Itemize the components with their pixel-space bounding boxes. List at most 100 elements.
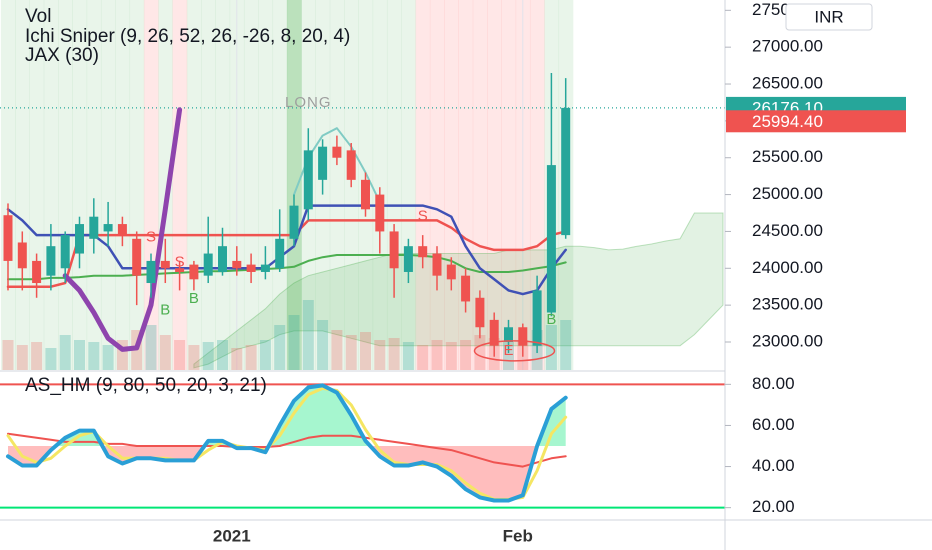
- candle-body: [175, 268, 185, 272]
- candle-body: [403, 246, 413, 272]
- y-tick-label: 24000.00: [752, 258, 823, 277]
- indicator-line: [62, 107, 183, 352]
- volume-bar: [159, 335, 171, 370]
- signal-zone: [529, 0, 545, 370]
- x-tick-label: 2021: [213, 526, 251, 545]
- signal-zone: [472, 0, 488, 370]
- candle-body: [318, 146, 328, 180]
- volume-bar: [288, 315, 300, 370]
- candle-body: [32, 260, 42, 284]
- volume-bar: [560, 320, 572, 370]
- signal-zone: [501, 0, 517, 370]
- candle-body: [218, 246, 227, 272]
- legend-title: JAX (30): [25, 45, 99, 66]
- signal-zone: [243, 0, 259, 370]
- volume-bar: [202, 342, 214, 370]
- signal-zone: [115, 0, 131, 370]
- candle-body: [346, 150, 356, 180]
- volume-bar: [474, 335, 486, 370]
- x-tick-label: Feb: [503, 526, 533, 545]
- fill-below: [8, 446, 566, 501]
- volume-bar: [402, 342, 414, 370]
- currency-button[interactable]: [785, 3, 873, 31]
- signal-zone: [186, 0, 202, 370]
- signal-zone: [0, 0, 16, 370]
- volume-bar: [374, 340, 386, 370]
- candle-body: [3, 215, 13, 261]
- candle-body: [146, 260, 156, 284]
- candle-body: [17, 242, 27, 269]
- candle-body: [117, 224, 127, 236]
- volume-bar: [460, 340, 472, 370]
- y-tick-label: 26500.00: [752, 74, 823, 93]
- indicator-line: [6, 204, 567, 296]
- candle-body: [418, 246, 428, 258]
- signal-zone: [172, 0, 188, 370]
- annotation: S: [175, 253, 185, 270]
- signal-zone: [158, 0, 173, 370]
- y-tick-label: 23500.00: [752, 295, 823, 314]
- signal-zone: [372, 0, 388, 370]
- y-tick-label: 20.00: [752, 497, 795, 516]
- y-tick-label: 40.00: [752, 456, 795, 475]
- signal-zone: [258, 0, 274, 370]
- signal-zone: [272, 0, 288, 370]
- oscillator-line: [6, 386, 568, 501]
- ichimoku-cloud: [193, 212, 724, 369]
- candle-body: [203, 253, 213, 276]
- annotation: B: [189, 290, 199, 307]
- y-tick-label: 60.00: [752, 415, 795, 434]
- indicator-line: [6, 219, 567, 288]
- signal-zone: [401, 0, 417, 370]
- axes: 23000.00 23500.00 24000.00 24500.00 25000.00…: [213, 0, 906, 545]
- volume-bar: [245, 345, 257, 370]
- annotation: S: [418, 208, 428, 225]
- candle-body: [518, 327, 528, 346]
- volume-bar: [231, 348, 243, 370]
- volume-bar: [345, 335, 357, 370]
- y-tick-label: 23000.00: [752, 331, 823, 350]
- candle-body: [246, 264, 256, 272]
- price-label: 25994.40: [752, 112, 823, 131]
- candle-body: [89, 216, 99, 239]
- volume-bar: [431, 340, 443, 370]
- volume-bar: [145, 325, 157, 370]
- y-tick-label: 25000.00: [752, 184, 823, 203]
- annotation: S: [146, 228, 156, 245]
- volume-bar: [74, 340, 85, 370]
- main-plot: LONG S S S B B B E: [0, 72, 725, 370]
- volume-bar: [217, 340, 228, 370]
- y-tick-label: 24500.00: [752, 221, 823, 240]
- candle-body: [189, 264, 199, 280]
- candle-body: [489, 319, 499, 346]
- volume-bar: [360, 332, 371, 370]
- signal-zone: [215, 0, 231, 370]
- volume-bar: [16, 345, 28, 370]
- candle-body: [561, 107, 571, 236]
- y-tick-label: 27000.00: [752, 37, 823, 56]
- candle-body: [60, 235, 70, 269]
- candle-body: [361, 179, 370, 210]
- annotation: LONG: [285, 94, 332, 111]
- y-tick-label: 80.00: [752, 374, 795, 393]
- signal-zone: [201, 0, 216, 370]
- candle-body: [504, 327, 513, 342]
- currency-label[interactable]: INR: [814, 7, 843, 26]
- volume-bar: [45, 348, 57, 370]
- volume-bar: [102, 345, 114, 370]
- signal-zone: [100, 0, 116, 370]
- volume-bar: [59, 335, 71, 370]
- volume-bar: [31, 342, 43, 370]
- candle-body: [303, 150, 313, 210]
- signal-zone: [415, 0, 431, 370]
- candle-body: [46, 246, 56, 276]
- volume-bar: [503, 342, 514, 370]
- signal-zone: [329, 0, 345, 370]
- signal-zone: [429, 0, 445, 370]
- volume-bar: [2, 340, 14, 370]
- candle-body: [546, 165, 556, 313]
- annotation-marker: [473, 340, 556, 362]
- candle-body: [475, 297, 485, 328]
- candle-body: [132, 238, 142, 276]
